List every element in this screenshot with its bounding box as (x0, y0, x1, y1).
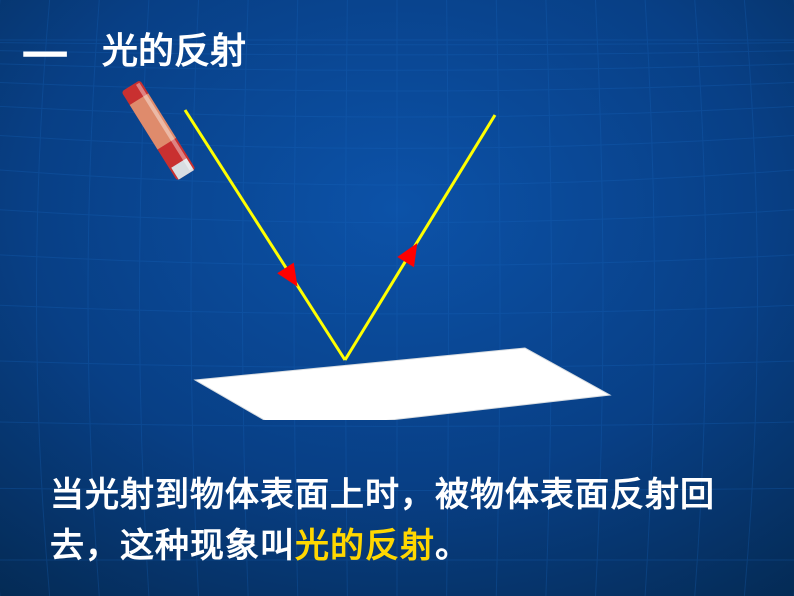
body-text-highlight: 光的反射 (295, 527, 435, 565)
mirror-surface (195, 348, 610, 420)
reflection-diagram (100, 80, 660, 420)
laser-pointer (121, 80, 195, 181)
slide-title: 光的反射 (102, 22, 246, 74)
reflected-ray (345, 115, 495, 360)
section-number: 一 (22, 20, 70, 86)
incident-ray (185, 110, 345, 360)
incident-arrow-icon (277, 263, 297, 287)
reflected-arrow-icon (397, 243, 417, 267)
body-text-suffix: 。 (435, 527, 470, 565)
body-text: 当光射到物体表面上时，被物体表面反射回去，这种现象叫光的反射。 (50, 470, 744, 572)
slide: 一 光的反射 当光射到物体表面上时，被物体表面反射回去，这种现象叫光的反射。 (0, 0, 794, 596)
